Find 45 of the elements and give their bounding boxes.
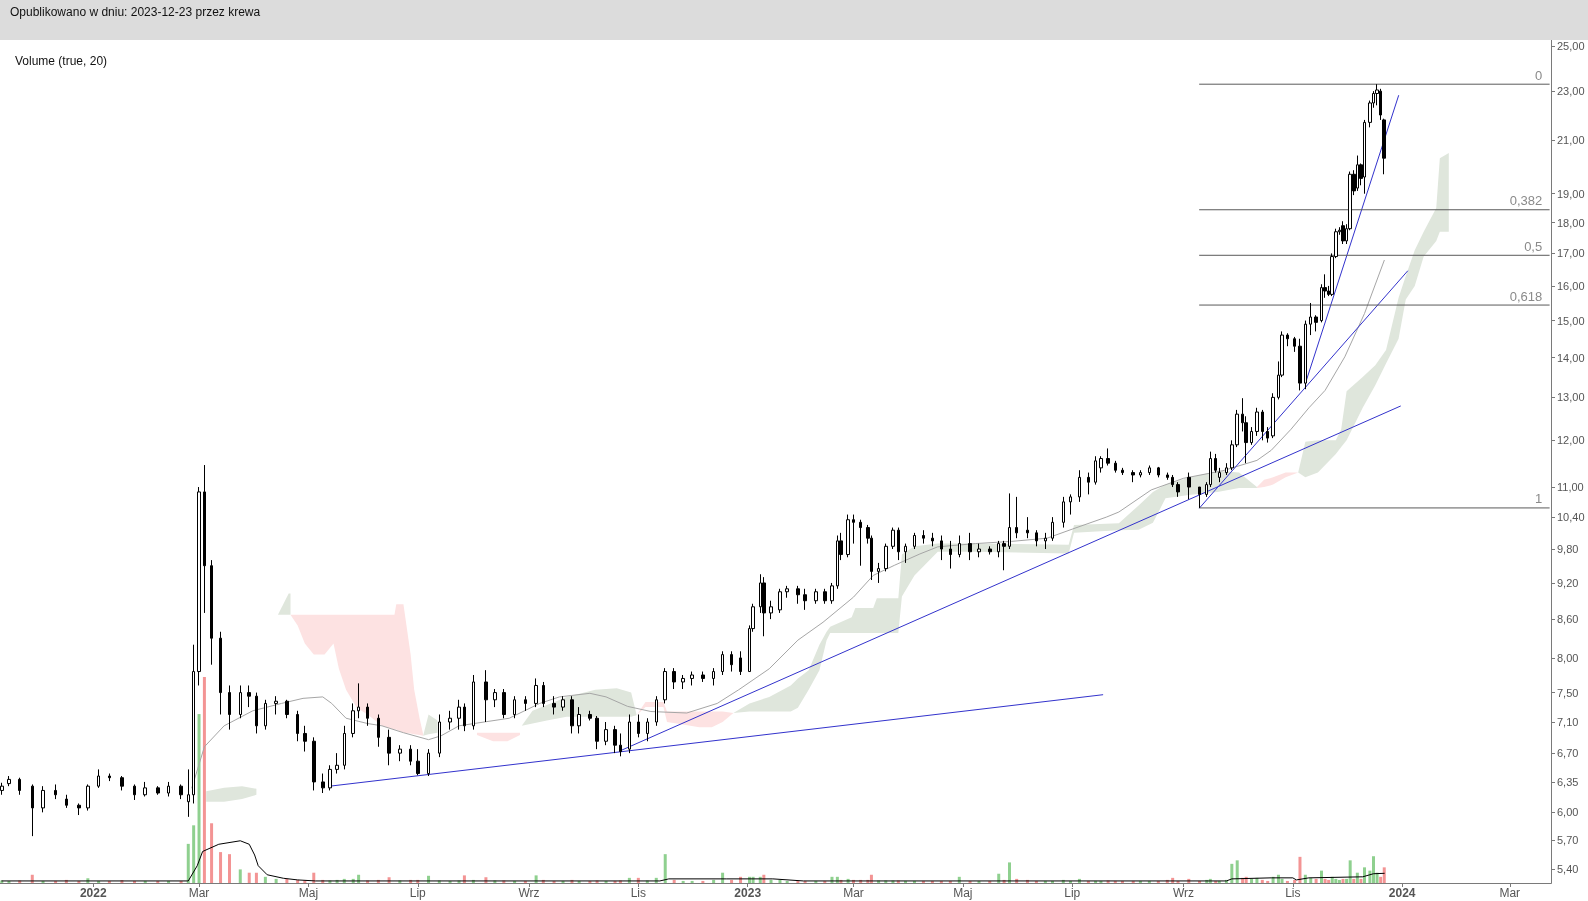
y-tick-label: 8,00 [1557,651,1579,664]
x-tick-label: Wrz [1172,886,1194,900]
y-tick-label: 5,40 [1557,862,1579,875]
y-tick-label: 9,80 [1557,543,1579,556]
x-tick-label: Mar [843,886,864,900]
x-tick-label: Lip [1064,886,1081,900]
y-tick-label: 5,70 [1557,833,1579,846]
y-tick-label: 7,10 [1557,716,1579,729]
x-tick-label: Maj [953,886,973,900]
y-tick-label: 9,20 [1557,576,1579,589]
y-tick-label: 7,50 [1557,686,1579,699]
series-label: 0,618 [1509,288,1543,304]
y-tick-label: 10,40 [1557,511,1585,524]
x-tick-label: 2023 [734,886,762,900]
y-tick-label: 25,00 [1557,40,1585,53]
y-tick-label: 8,60 [1557,613,1579,626]
y-tick-label: 6,00 [1557,806,1579,819]
series-label: 1 [1534,491,1543,507]
x-tick-label: 2022 [79,886,107,900]
y-tick-label: 6,70 [1557,747,1579,760]
y-tick-label: 14,00 [1557,351,1585,364]
series-label: 0,382 [1509,193,1543,209]
text: Opublikowano w dniu: 2023-12-23 przez krewa [10,5,261,20]
y-tick-label: 17,00 [1557,247,1585,260]
y-tick-label: 19,00 [1557,187,1585,200]
x-tick-label: Maj [298,886,319,900]
series-label: 0,5 [1524,238,1543,254]
x-tick-label: 2024 [1388,886,1416,900]
y-tick-label: 18,00 [1557,216,1585,229]
x-tick-label: Lis [630,886,646,900]
x-tick-label: Lip [409,886,427,900]
y-tick-label: 21,00 [1557,133,1585,146]
y-tick-label: 11,00 [1557,481,1584,494]
x-tick-label: Wrz [518,886,540,900]
y-tick-label: 13,00 [1557,391,1585,404]
x-tick-label: Lis [1285,886,1301,900]
x-tick-label: Mar [1499,886,1521,900]
y-tick-label: 16,00 [1557,279,1585,292]
y-tick-label: 23,00 [1557,85,1585,98]
y-tick-label: 6,35 [1557,775,1579,788]
x-tick-label: Mar [188,886,210,900]
series-label: 0 [1534,67,1543,83]
y-tick-label: 12,00 [1557,434,1585,447]
y-tick-label: 15,00 [1557,314,1585,327]
chart-title: Volume (true, 20) [15,54,108,68]
